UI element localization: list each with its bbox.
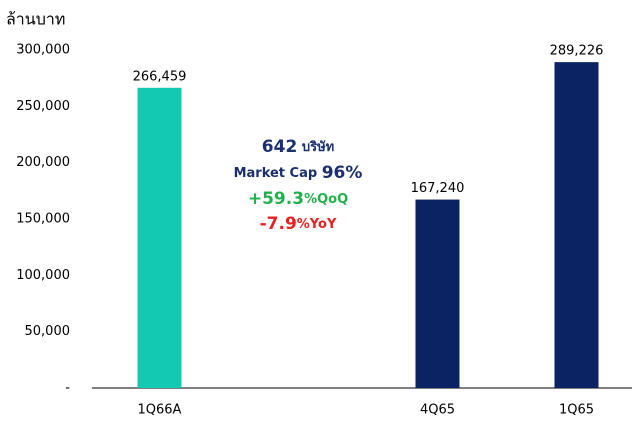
value-label: 167,240: [411, 181, 465, 196]
y-axis-label: ล้านบาท: [6, 10, 65, 29]
y-tick-label: 150,000: [16, 212, 70, 227]
annotation-part: 642: [262, 137, 298, 157]
y-tick-label: 50,000: [25, 324, 71, 339]
annotation-part: +59.3: [248, 189, 304, 209]
bar: [137, 87, 182, 389]
annotation-part: Market Cap: [234, 166, 318, 181]
value-label: 289,226: [550, 44, 604, 59]
annotation-part: %YoY: [297, 217, 337, 232]
value-label: 266,459: [133, 69, 187, 84]
y-tick-label: 200,000: [16, 155, 70, 170]
y-tick-label: -: [65, 381, 70, 396]
bar: [415, 199, 460, 388]
annotation: +59.3%QoQ: [248, 189, 348, 209]
annotation-part: บริษัท: [302, 140, 334, 155]
annotation-part: 96%: [322, 163, 363, 183]
x-tick-label: 4Q65: [420, 403, 455, 418]
annotation: -7.9%YoY: [260, 214, 337, 234]
annotation: Market Cap 96%: [234, 163, 363, 183]
y-tick-label: 250,000: [16, 99, 70, 114]
y-tick-label: 100,000: [16, 268, 70, 283]
x-tick-label: 1Q66A: [138, 403, 182, 418]
annotation-part: %QoQ: [304, 192, 348, 207]
x-tick-label: 1Q65: [559, 403, 594, 418]
bar: [554, 62, 599, 389]
annotation-part: -7.9: [260, 214, 297, 234]
y-tick-label: 300,000: [16, 43, 70, 58]
annotation: 642 บริษัท: [262, 137, 334, 157]
